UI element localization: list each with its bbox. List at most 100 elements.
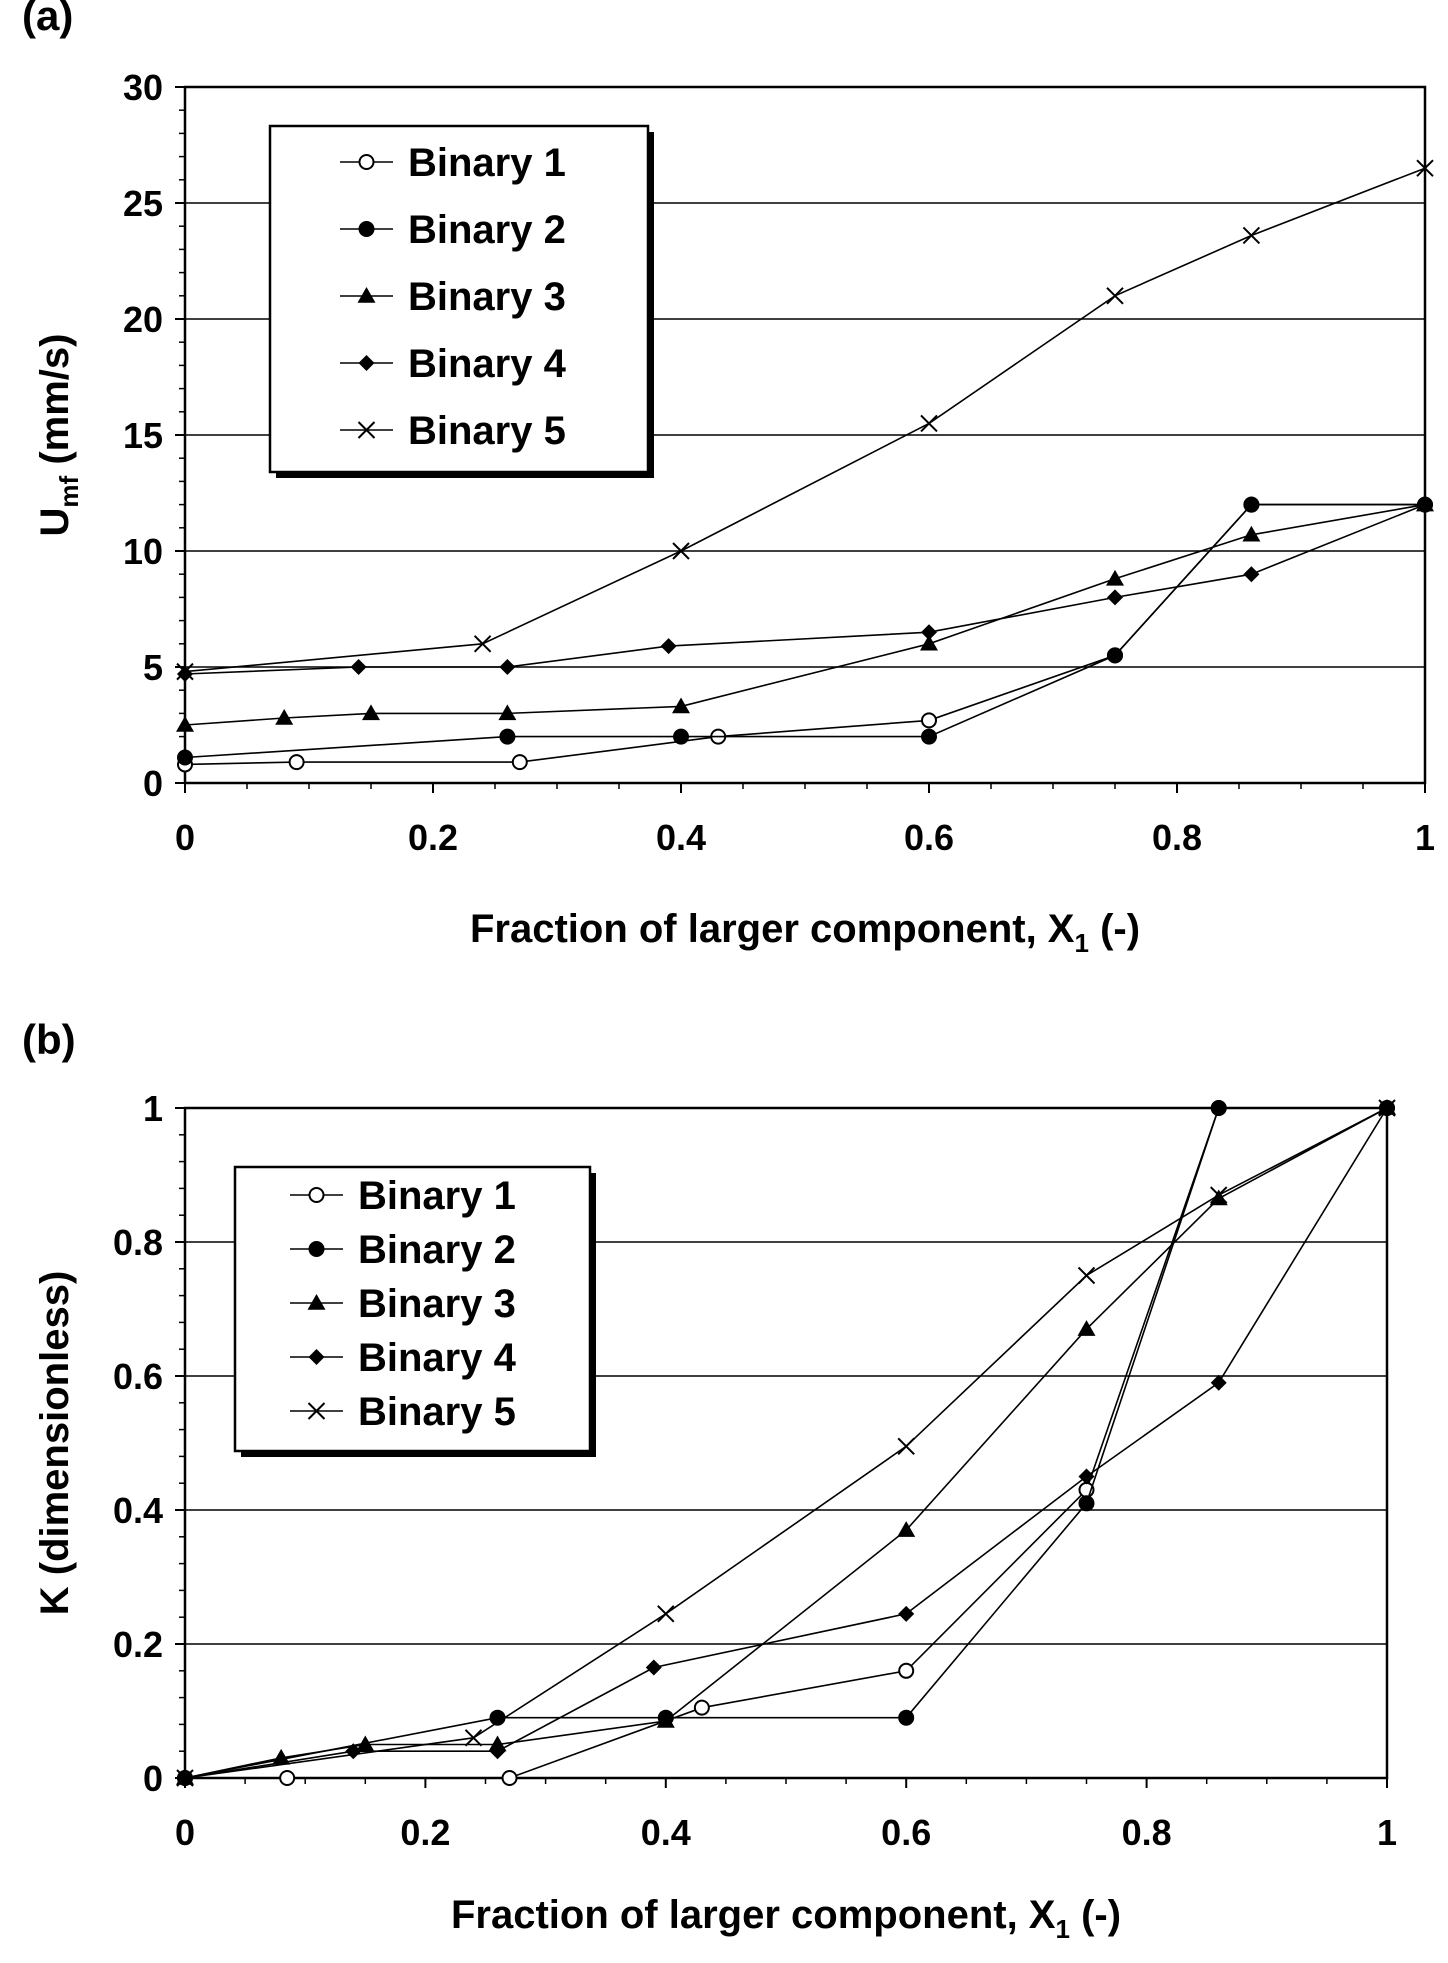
y-axis-title-main: K (dimensionless) [33, 1271, 77, 1616]
data-point [176, 662, 194, 681]
legend-marker [307, 1402, 326, 1420]
data-point [657, 1605, 675, 1623]
legend-marker [308, 1241, 325, 1257]
data-point [672, 697, 690, 714]
x-tick-label: 0.6 [881, 1812, 931, 1853]
x-axis-title-main: Fraction of larger component, X [451, 1893, 1056, 1937]
legend-label: Binary 3 [358, 1282, 516, 1326]
data-point [898, 1662, 915, 1679]
data-point [1210, 1374, 1227, 1391]
y-tick-label: 10 [123, 531, 163, 572]
y-tick-label: 0.6 [113, 1356, 163, 1397]
legend-marker [358, 154, 375, 170]
data-point [897, 1521, 916, 1537]
data-point [921, 728, 937, 745]
data-point [1106, 569, 1124, 586]
data-point [1078, 1468, 1095, 1485]
x-axis-title-subscript: 1 [1055, 1914, 1069, 1944]
series-line [184, 503, 1426, 675]
legend-entry: Binary 2 [340, 208, 566, 252]
data-point [1417, 496, 1433, 513]
data-point [1107, 647, 1123, 664]
legend-label: Binary 1 [408, 141, 566, 185]
x-axis-title: Fraction of larger component, X1 (-) [470, 907, 1140, 958]
legend-marker [358, 355, 375, 371]
y-axis-title: K (dimensionless) [33, 1271, 77, 1616]
legend-box [268, 124, 650, 474]
y-tick-label: 0 [143, 763, 163, 804]
data-point [672, 542, 690, 560]
data-point [176, 1769, 194, 1787]
legend-marker [308, 1187, 325, 1203]
legend-label: Binary 3 [408, 275, 566, 319]
y-tick-label: 0 [143, 1758, 163, 1799]
data-point [177, 749, 193, 766]
x-axis-title-tail: (-) [1070, 1893, 1121, 1937]
data-point [645, 1659, 662, 1676]
y-axis-title-subscript: mf [54, 475, 84, 507]
x-axis-title-tail: (-) [1089, 907, 1140, 951]
data-point [511, 754, 528, 771]
y-tick-label: 5 [143, 647, 163, 688]
data-point [489, 1743, 506, 1760]
data-point [693, 1699, 710, 1716]
data-point [176, 716, 194, 732]
data-point [499, 728, 516, 745]
series-line [184, 503, 1425, 766]
data-point [898, 1709, 915, 1726]
legend: Binary 1 Binary 2 Binary 3 Binary 4 Binary 5 [268, 124, 654, 478]
y-tick-label: 0.4 [113, 1490, 163, 1531]
legend-entry: Binary 5 [290, 1390, 516, 1434]
data-point [1210, 1186, 1228, 1204]
x-tick-label: 0.8 [1152, 817, 1202, 858]
y-tick-label: 25 [123, 183, 163, 224]
legend-entry: Binary 5 [340, 409, 566, 453]
data-point [897, 1437, 915, 1456]
data-point [272, 1748, 291, 1765]
data-point [1106, 287, 1124, 305]
x-tick-label: 0 [175, 1812, 195, 1853]
x-tick-label: 1 [1415, 817, 1435, 858]
x-axis-title: Fraction of larger component, X1 (-) [451, 1893, 1121, 1944]
data-point [1416, 159, 1434, 177]
legend-label: Binary 2 [358, 1228, 516, 1272]
data-point [1243, 496, 1260, 513]
panel-label: (b) [22, 1016, 76, 1063]
data-point [1209, 1189, 1228, 1206]
legend-marker [357, 421, 376, 439]
y-tick-label: 0.2 [113, 1624, 163, 1665]
legend-label: Binary 2 [408, 208, 566, 252]
data-point [921, 712, 937, 729]
data-point [279, 1770, 296, 1786]
series-5 [176, 159, 1434, 681]
legend-entry: Binary 4 [340, 342, 567, 386]
panel-label: (a) [22, 0, 73, 39]
data-point [920, 634, 938, 651]
data-point [501, 1770, 518, 1786]
series-5 [176, 1099, 1396, 1787]
y-tick-label: 15 [123, 415, 163, 456]
x-axis-title-subscript: 1 [1074, 928, 1088, 958]
legend-label: Binary 4 [408, 342, 567, 386]
data-point [498, 704, 517, 721]
data-point [673, 728, 689, 745]
legend-entry: Binary 1 [340, 141, 566, 185]
legend-entry: Binary 3 [340, 275, 566, 319]
y-tick-label: 20 [123, 299, 163, 340]
data-point [350, 659, 367, 675]
legend-marker [357, 287, 376, 303]
series-4 [177, 496, 1433, 682]
data-point [288, 754, 305, 771]
y-axis-title-main: U [33, 508, 77, 537]
legend: Binary 1 Binary 2 Binary 3 Binary 4 Binary 5 [233, 1165, 596, 1457]
x-tick-label: 0.2 [408, 817, 458, 858]
data-point [660, 638, 677, 655]
data-point [1243, 566, 1260, 583]
data-point [898, 1605, 915, 1622]
x-tick-label: 0.6 [904, 817, 954, 858]
legend-marker [307, 1294, 326, 1310]
data-point [473, 635, 492, 653]
y-axis-title-tail: (mm/s) [33, 334, 77, 476]
